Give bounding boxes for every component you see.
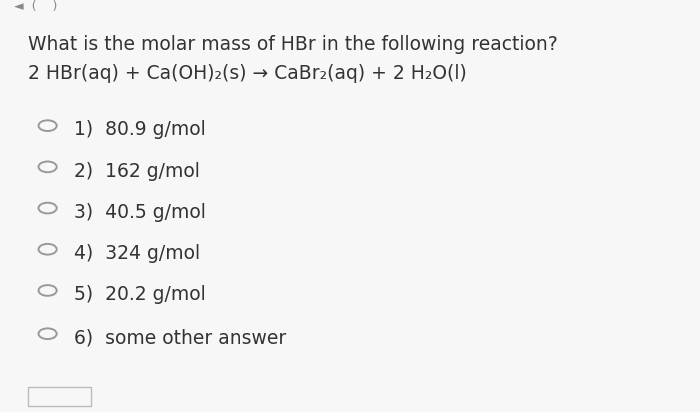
FancyBboxPatch shape — [28, 387, 91, 406]
Text: 3)  40.5 g/mol: 3) 40.5 g/mol — [74, 203, 205, 222]
Text: 6)  some other answer: 6) some other answer — [74, 328, 286, 347]
Text: 2 HBr(aq) + Ca(OH)₂(s) → CaBr₂(aq) + 2 H₂O(l): 2 HBr(aq) + Ca(OH)₂(s) → CaBr₂(aq) + 2 H… — [28, 64, 467, 83]
Text: 5)  20.2 g/mol: 5) 20.2 g/mol — [74, 285, 205, 304]
Text: 2)  162 g/mol: 2) 162 g/mol — [74, 162, 200, 180]
Text: What is the molar mass of HBr in the following reaction?: What is the molar mass of HBr in the fol… — [28, 35, 558, 54]
Text: ◄  (    ): ◄ ( ) — [14, 0, 57, 13]
Text: 1)  80.9 g/mol: 1) 80.9 g/mol — [74, 120, 205, 139]
Text: 4)  324 g/mol: 4) 324 g/mol — [74, 244, 200, 263]
